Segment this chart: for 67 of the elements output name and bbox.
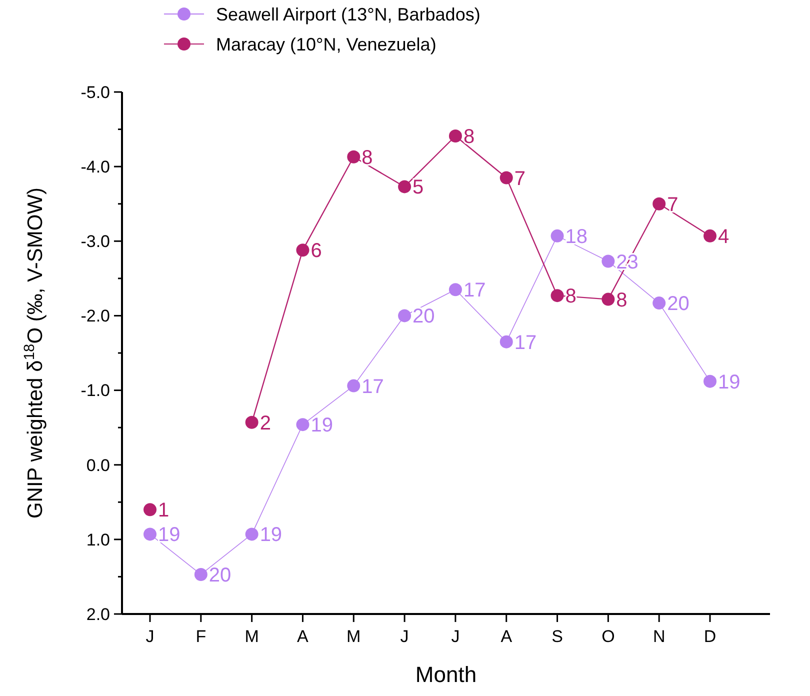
annotation: 7: [667, 194, 678, 216]
point: [602, 292, 615, 306]
y-tick-label: -5.0: [80, 82, 110, 102]
point: [194, 568, 208, 581]
point: [550, 289, 564, 302]
y-tick-label: -2.0: [80, 306, 110, 326]
x-tick-label: O: [602, 627, 615, 646]
point: [704, 229, 716, 242]
y-tick-label: 1.0: [86, 530, 110, 550]
x-tick-label: M: [244, 627, 259, 646]
annotation: 2: [260, 412, 271, 434]
point: [144, 528, 156, 541]
point: [347, 379, 360, 392]
x-tick-label: N: [652, 627, 666, 646]
point: [398, 309, 412, 322]
annotation: 17: [463, 280, 486, 302]
y-tick-label: 2.0: [86, 604, 110, 624]
x-tick-label: J: [146, 627, 154, 646]
x-tick-label: D: [704, 627, 716, 646]
point: [398, 180, 412, 194]
y-tick-label: -3.0: [80, 232, 110, 252]
point: [550, 229, 564, 242]
annotation: 17: [514, 332, 537, 354]
annotation: 17: [362, 376, 384, 398]
annotation: 20: [208, 564, 232, 586]
annotation: 19: [158, 524, 180, 546]
x-tick-label: A: [500, 627, 513, 646]
x-tick-label: J: [400, 627, 409, 646]
point: [500, 171, 513, 184]
point: [347, 150, 360, 164]
annotation: 20: [412, 306, 435, 328]
annotation: 4: [718, 226, 730, 248]
legend-label: Maracay (10°N, Venezuela): [216, 34, 436, 54]
point: [245, 416, 258, 429]
point: [144, 503, 156, 516]
x-tick-label: J: [451, 627, 460, 646]
annotation: 1: [158, 500, 170, 522]
annotation: 8: [463, 126, 475, 148]
x-axis-title: Month: [415, 662, 477, 687]
annotation: 20: [667, 293, 690, 316]
point: [296, 244, 310, 257]
legend-label: Seawell Airport (13°N, Barbados): [216, 4, 480, 24]
x-tick-label: A: [297, 627, 310, 646]
annotation: 18: [565, 226, 588, 248]
annotation: 8: [616, 289, 628, 312]
annotation: 19: [718, 371, 740, 394]
point: [652, 197, 666, 210]
point: [448, 283, 462, 296]
y-tick-label: 0.0: [86, 456, 110, 475]
point: [448, 130, 462, 142]
point: [602, 254, 615, 268]
point: [296, 418, 310, 432]
point: [245, 528, 258, 541]
point: [704, 374, 716, 388]
annotation: 8: [362, 146, 373, 169]
annotation: 19: [310, 414, 333, 437]
x-tick-label: S: [552, 627, 563, 646]
annotation: 7: [514, 168, 526, 190]
annotation: 6: [310, 240, 322, 262]
point: [652, 296, 666, 310]
y-tick-label: -4.0: [80, 158, 110, 177]
x-tick-label: F: [196, 627, 206, 646]
point: [500, 335, 513, 348]
annotation: 5: [412, 176, 424, 199]
x-tick-label: M: [346, 627, 361, 646]
y-tick-label: -1.0: [80, 381, 110, 400]
annotation: 19: [260, 524, 282, 546]
